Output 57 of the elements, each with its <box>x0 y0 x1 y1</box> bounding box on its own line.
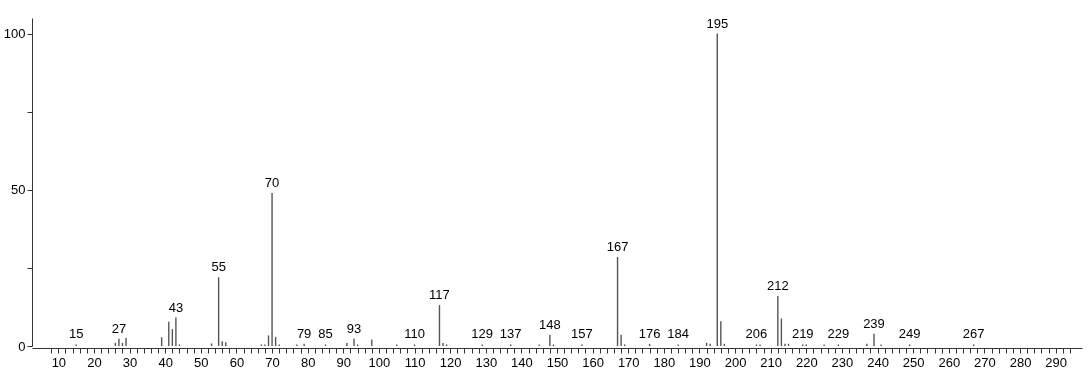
x-tick-label: 130 <box>475 354 498 370</box>
annotation: 167 <box>606 238 629 254</box>
y-tick-label: 50 <box>11 182 26 198</box>
annotation: 110 <box>404 326 425 342</box>
x-tick-label: 80 <box>300 354 316 370</box>
annotation: 70 <box>264 174 280 190</box>
annotation: 55 <box>211 259 226 275</box>
x-tick-label: 230 <box>831 354 854 370</box>
x-tick-label: 30 <box>122 354 138 370</box>
annotation: 206 <box>745 326 768 342</box>
x-tick-label: 270 <box>974 354 996 370</box>
x-tick-label: 50 <box>194 354 209 370</box>
x-tick-label: 170 <box>617 354 640 370</box>
x-tick-label: 160 <box>582 354 604 370</box>
annotation: 267 <box>962 326 985 342</box>
x-tick-label: 200 <box>724 354 747 370</box>
annotation: 148 <box>539 316 561 332</box>
annotation: 239 <box>863 315 885 331</box>
x-tick-label: 220 <box>795 354 818 370</box>
annotation: 229 <box>827 326 850 342</box>
x-tick-label: 10 <box>51 354 67 370</box>
annotation: 212 <box>766 278 789 294</box>
x-tick-label: 70 <box>265 354 280 370</box>
x-tick-label: 250 <box>902 354 925 370</box>
annotation: 195 <box>706 15 729 31</box>
x-tick-label: 120 <box>439 354 462 370</box>
x-tick-label: 190 <box>689 354 711 370</box>
x-tick-label: 240 <box>867 354 889 370</box>
x-tick-label: 290 <box>1045 354 1067 370</box>
annotation: 184 <box>667 326 689 342</box>
x-tick-label: 60 <box>229 354 245 370</box>
annotation: 129 <box>471 326 494 342</box>
annotation: 176 <box>638 325 661 341</box>
annotation: 79 <box>296 325 312 341</box>
x-tick-label: 140 <box>511 354 533 370</box>
x-tick-label: 260 <box>938 354 961 370</box>
x-tick-label: 90 <box>336 354 352 370</box>
annotation: 93 <box>346 320 362 336</box>
annotation: 27 <box>111 320 127 336</box>
annotation: 249 <box>898 326 921 342</box>
x-tick-label: 40 <box>158 354 173 370</box>
annotation: 219 <box>791 326 814 342</box>
x-tick-label: 100 <box>368 354 391 370</box>
annotation: 137 <box>499 326 522 342</box>
x-tick-label: 150 <box>546 354 569 370</box>
x-tick-label: 110 <box>404 354 426 370</box>
x-tick-label: 280 <box>1009 354 1032 370</box>
annotation: 43 <box>168 299 184 315</box>
x-tick-label: 20 <box>87 354 102 370</box>
y-tick-label: 0 <box>18 338 26 354</box>
y-tick-label: 100 <box>3 26 26 42</box>
x-tick-label: 210 <box>760 354 783 370</box>
annotation: 157 <box>571 326 593 342</box>
x-tick-label: 180 <box>653 354 676 370</box>
annotation: 117 <box>429 287 450 303</box>
annotation: 15 <box>68 326 84 342</box>
annotation: 85 <box>318 326 333 342</box>
